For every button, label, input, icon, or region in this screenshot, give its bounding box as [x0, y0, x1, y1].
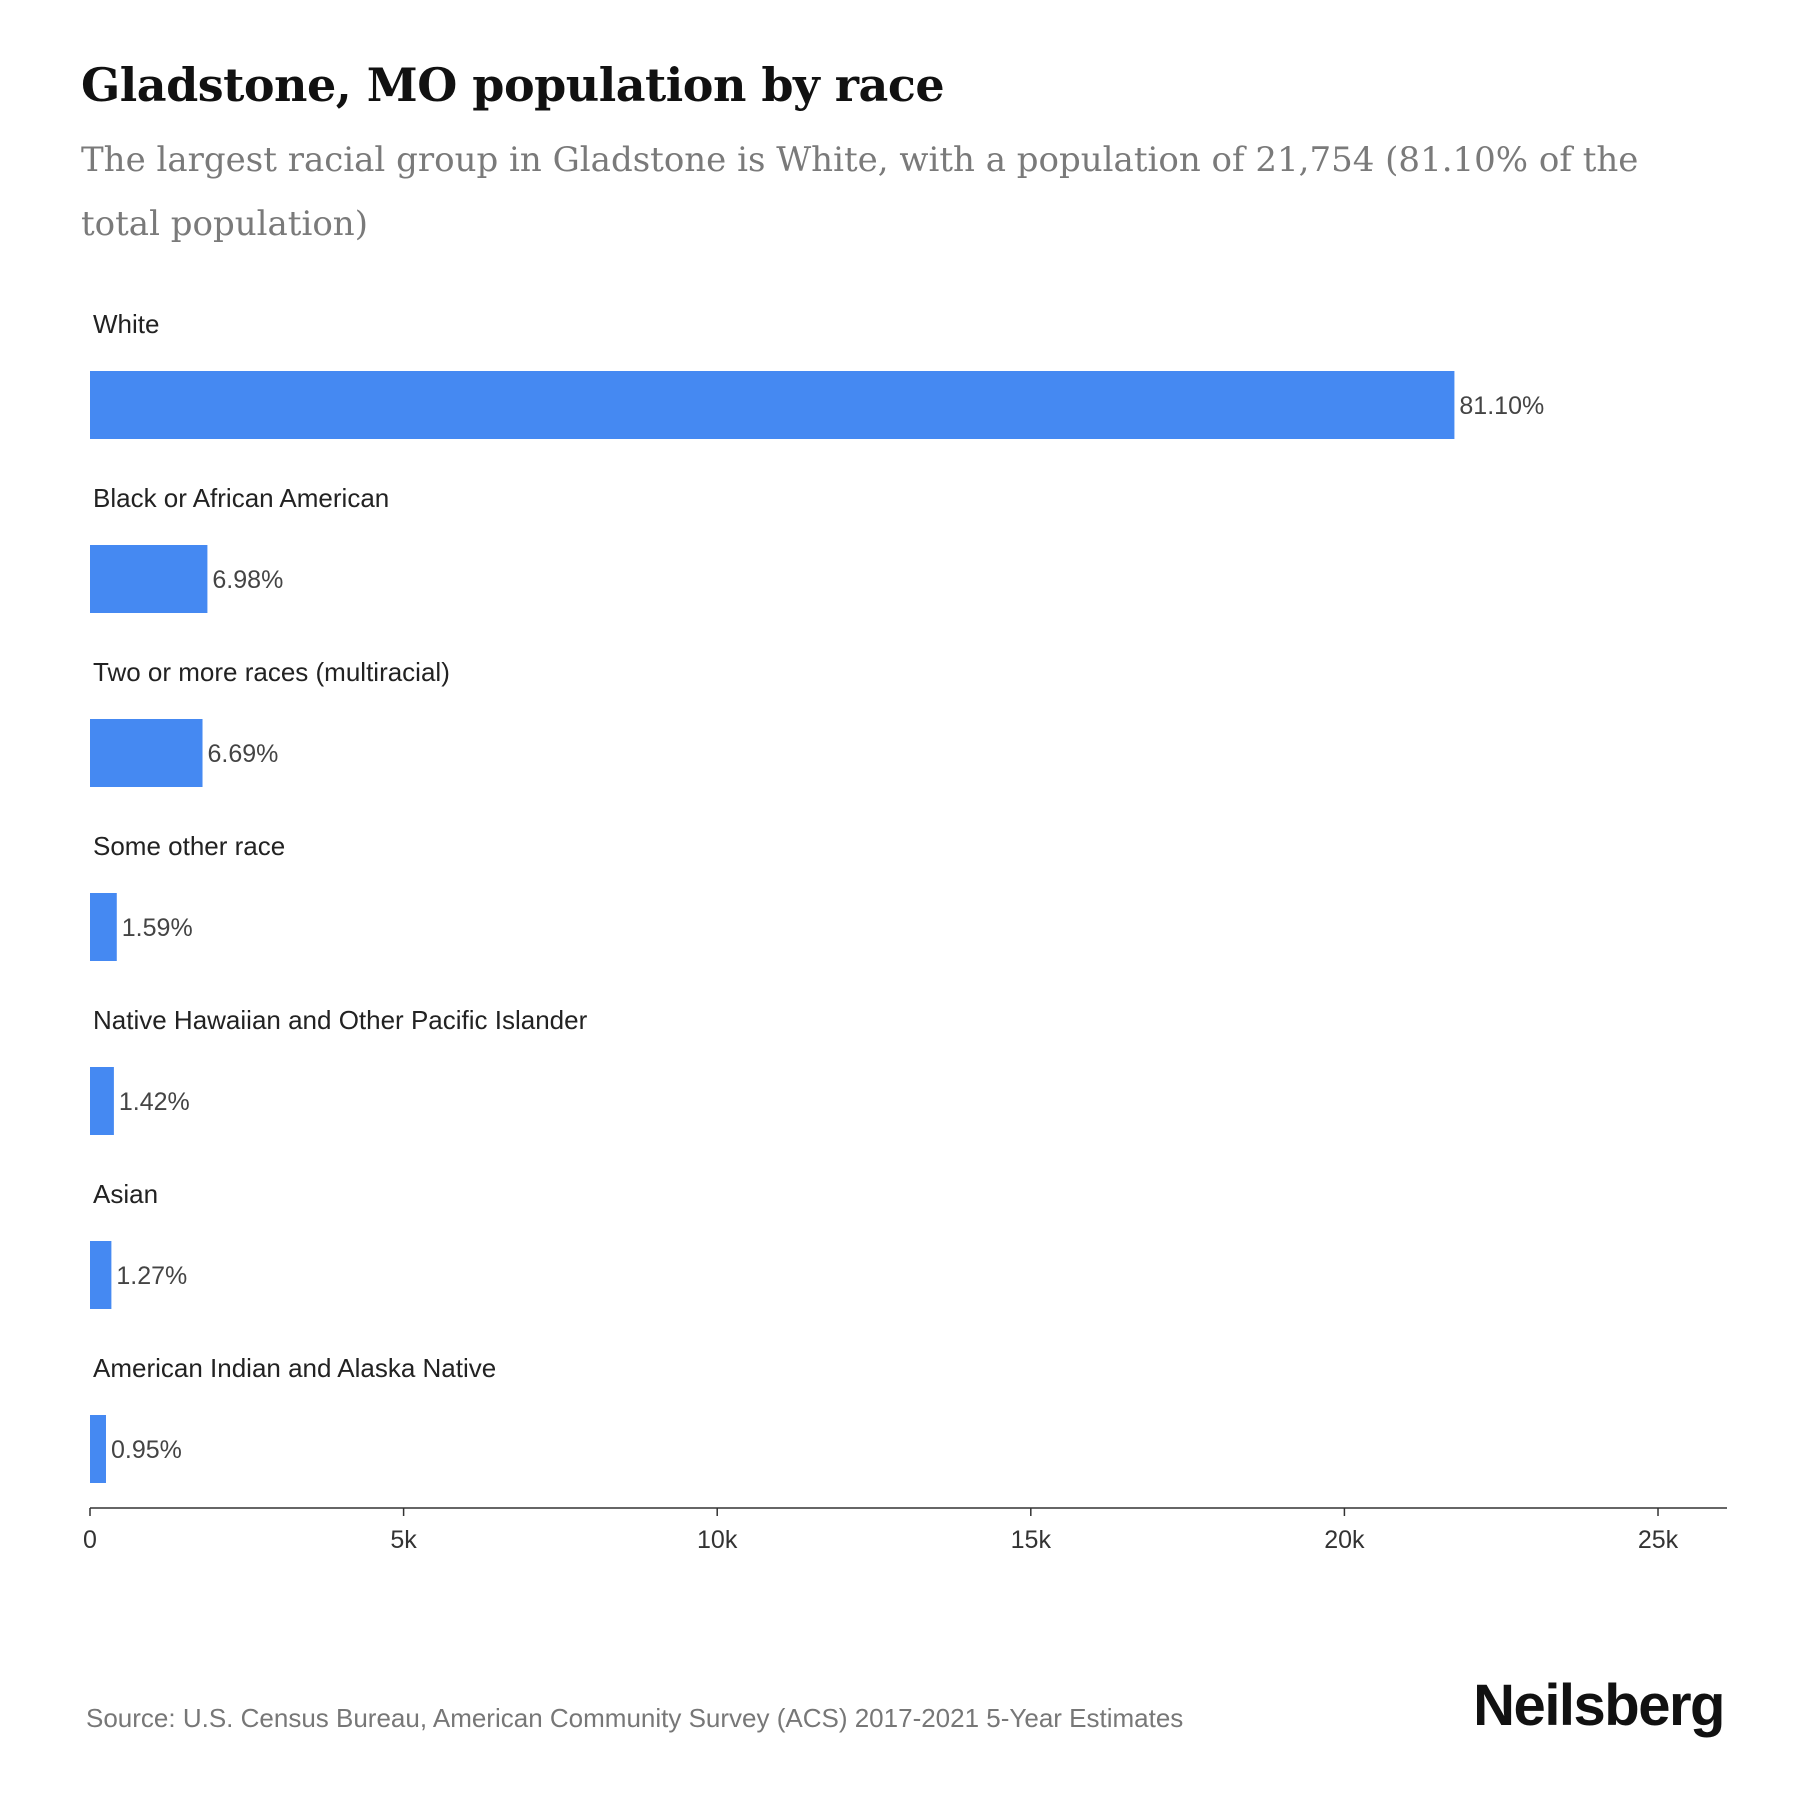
data-label: 6.69% — [208, 740, 279, 768]
data-label: 1.42% — [119, 1088, 190, 1116]
x-tick-label: 15k — [1011, 1526, 1052, 1554]
data-label: 0.95% — [111, 1436, 182, 1464]
category-label: Native Hawaiian and Other Pacific Island… — [93, 1005, 588, 1035]
bar — [90, 1067, 114, 1135]
bar — [90, 1415, 106, 1483]
bars-layer: White 81.10% Black or African American 6.98… — [90, 309, 1544, 1483]
category-label: White — [93, 309, 159, 339]
bar — [90, 1241, 112, 1309]
data-label: 1.59% — [122, 914, 193, 942]
category-label: Two or more races (multiracial) — [93, 657, 450, 687]
bar — [90, 545, 208, 613]
data-label: 6.98% — [212, 566, 283, 594]
x-axis: 0 5k 10k 15k 20k 25k — [83, 1507, 1727, 1554]
category-label: American Indian and Alaska Native — [93, 1353, 496, 1383]
x-tick-label: 0 — [83, 1526, 97, 1554]
category-label: Black or African American — [93, 483, 389, 513]
x-tick-label: 10k — [697, 1526, 738, 1554]
category-label: Some other race — [93, 831, 285, 861]
data-label: 1.27% — [116, 1262, 187, 1290]
data-label: 81.10% — [1459, 392, 1544, 420]
bar — [90, 893, 117, 961]
bar — [90, 719, 203, 787]
x-tick-label: 5k — [390, 1526, 417, 1554]
x-tick-label: 25k — [1638, 1526, 1679, 1554]
chart-subtitle: The largest racial group in Gladstone is… — [81, 140, 1639, 244]
category-label: Asian — [93, 1179, 158, 1209]
chart-title: Gladstone, MO population by race — [81, 58, 945, 112]
brand-logo: Neilsberg — [1473, 1673, 1725, 1738]
bar — [90, 371, 1455, 439]
x-tick-label: 20k — [1324, 1526, 1365, 1554]
source-note: Source: U.S. Census Bureau, American Com… — [86, 1703, 1184, 1733]
